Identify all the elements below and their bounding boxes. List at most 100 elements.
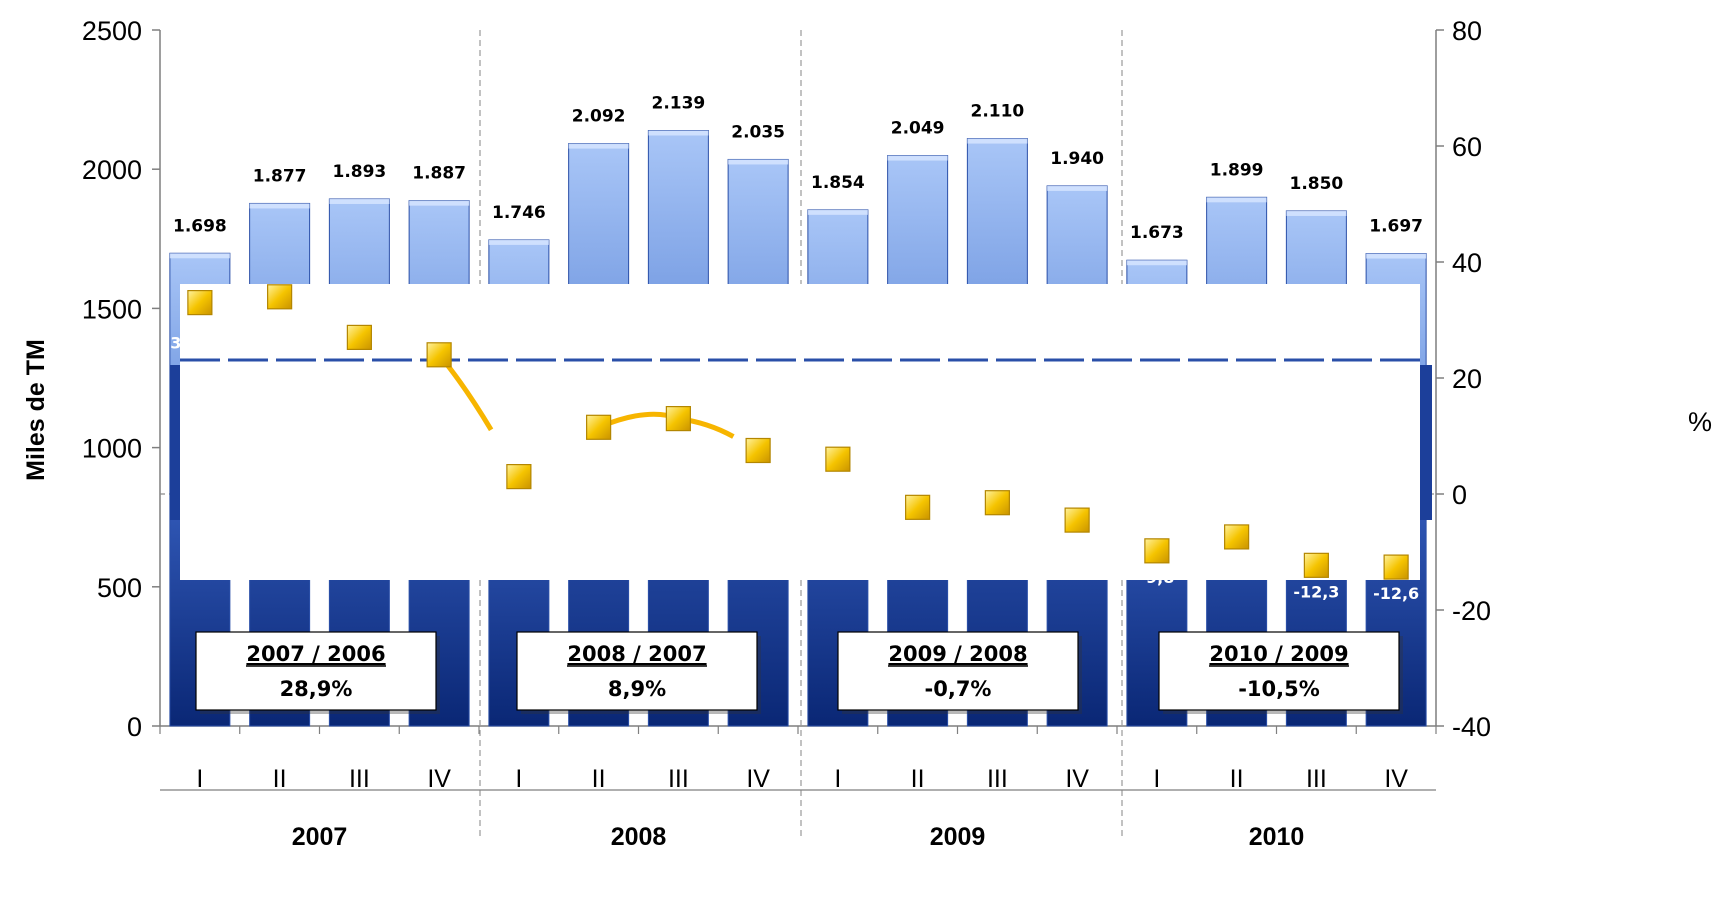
bar-highlight bbox=[249, 203, 310, 209]
percent-marker bbox=[905, 494, 931, 520]
percent-value-label: -12,3 bbox=[1293, 582, 1339, 601]
y2-tick-label: 80 bbox=[1452, 16, 1482, 46]
bar-value-label: 1.887 bbox=[412, 164, 466, 184]
y2-tick-label: -40 bbox=[1452, 712, 1491, 742]
category-label: III bbox=[1306, 765, 1327, 793]
summary-box-value: 8,9% bbox=[608, 677, 666, 701]
summary-box-value: 28,9% bbox=[280, 677, 353, 701]
overlay-band-rect bbox=[180, 284, 1420, 580]
bar-highlight bbox=[169, 253, 230, 259]
year-label: 2007 bbox=[292, 823, 348, 851]
summary-box-title: 2007 / 2006 bbox=[246, 642, 385, 666]
bar-highlight bbox=[967, 138, 1028, 144]
bar-highlight bbox=[568, 143, 629, 149]
category-label: I bbox=[515, 765, 522, 793]
bar-value-label: 1.673 bbox=[1130, 223, 1184, 243]
y-tick-label: 2000 bbox=[82, 155, 142, 185]
axes: 0 500 1000 1500 2000 2500 -40 -20 0 20 40 60 80 bbox=[82, 16, 1491, 840]
category-label: I bbox=[1153, 765, 1160, 793]
percent-marker bbox=[1303, 552, 1329, 578]
bar-value-label: 1.940 bbox=[1050, 149, 1104, 169]
y-tick-label: 1000 bbox=[82, 434, 142, 464]
y2-tick-label: 60 bbox=[1452, 132, 1482, 162]
category-label: III bbox=[668, 765, 689, 793]
bar-value-label: 2.035 bbox=[731, 122, 785, 142]
category-label: IV bbox=[746, 765, 770, 793]
percent-series: 3 -9,8 -12,3 -12,6 bbox=[170, 284, 1419, 603]
category-label: II bbox=[1230, 765, 1244, 793]
percent-marker bbox=[825, 446, 851, 472]
bar-highlight bbox=[1286, 210, 1347, 216]
bar-value-label: 2.110 bbox=[970, 102, 1024, 122]
bar-highlight bbox=[329, 198, 390, 204]
y-tick-label: 2500 bbox=[82, 16, 142, 46]
percent-value-label: -9,8 bbox=[1139, 568, 1174, 587]
y-axis-title: Miles de TM bbox=[22, 339, 50, 481]
bar-highlight bbox=[1126, 260, 1187, 266]
summary-box-title: 2010 / 2009 bbox=[1209, 642, 1348, 666]
category-label: I bbox=[196, 765, 203, 793]
summary-box bbox=[1158, 631, 1400, 711]
summary-box bbox=[516, 631, 758, 711]
percent-marker bbox=[506, 464, 532, 490]
summary-box-title: 2009 / 2008 bbox=[888, 642, 1027, 666]
overlay-edge-right bbox=[1420, 365, 1432, 520]
bar-highlight bbox=[1206, 197, 1267, 203]
percent-marker bbox=[984, 490, 1010, 516]
overlay-edge-left bbox=[170, 365, 180, 520]
percent-marker bbox=[1383, 554, 1409, 580]
category-label: II bbox=[911, 765, 925, 793]
bar-value-label: 2.092 bbox=[572, 107, 626, 127]
year-label: 2010 bbox=[1249, 823, 1305, 851]
summary-boxes: 2007 / 2006 28,9% 2008 / 2007 8,9% 2009 / 20… bbox=[195, 631, 1403, 714]
bar-value-label: 1.877 bbox=[253, 166, 307, 186]
year-label: 2009 bbox=[930, 823, 986, 851]
summary-box bbox=[837, 631, 1079, 711]
percent-marker bbox=[1224, 524, 1250, 550]
percent-marker bbox=[426, 342, 452, 368]
summary-box-value: -10,5% bbox=[1238, 677, 1320, 701]
summary-box bbox=[195, 631, 437, 711]
bar-value-label: 1.850 bbox=[1289, 174, 1343, 194]
percent-value-label: -12,6 bbox=[1373, 584, 1419, 603]
bar-value-label: 1.698 bbox=[173, 216, 227, 236]
bar-value-label: 1.899 bbox=[1210, 160, 1264, 180]
percent-value-label: 3 bbox=[170, 334, 181, 353]
overlay-band bbox=[170, 284, 1432, 580]
y-tick-label: 1500 bbox=[82, 294, 142, 324]
percent-marker bbox=[586, 414, 612, 440]
bar-value-label: 2.139 bbox=[651, 94, 705, 114]
bar-value-label: 1.893 bbox=[332, 162, 386, 182]
category-label: II bbox=[273, 765, 287, 793]
bar-highlight bbox=[1366, 253, 1427, 259]
category-label: I bbox=[834, 765, 841, 793]
bar-highlight bbox=[1047, 185, 1108, 191]
category-label: IV bbox=[1384, 765, 1408, 793]
category-label: III bbox=[987, 765, 1008, 793]
bar-highlight bbox=[728, 159, 789, 165]
percent-marker bbox=[1144, 538, 1170, 564]
bar-value-label: 1.697 bbox=[1369, 217, 1423, 237]
percent-marker bbox=[267, 284, 293, 310]
bar-highlight bbox=[807, 209, 868, 215]
percent-marker bbox=[346, 324, 372, 350]
percent-marker bbox=[665, 406, 691, 432]
bar-highlight bbox=[887, 155, 948, 161]
year-label: 2008 bbox=[611, 823, 667, 851]
y2-tick-label: 20 bbox=[1452, 364, 1482, 394]
category-label: III bbox=[349, 765, 370, 793]
bar-highlight bbox=[488, 239, 549, 245]
y2-tick-label: -20 bbox=[1452, 596, 1491, 626]
y2-tick-label: 40 bbox=[1452, 248, 1482, 278]
bar-highlight bbox=[409, 200, 470, 206]
percent-marker bbox=[187, 290, 213, 316]
y2-tick-label: 0 bbox=[1452, 480, 1467, 510]
bar-highlight bbox=[648, 130, 709, 136]
y-tick-label: 500 bbox=[97, 573, 142, 603]
summary-box-value: -0,7% bbox=[925, 677, 992, 701]
percent-marker bbox=[745, 437, 771, 464]
category-label: IV bbox=[427, 765, 451, 793]
y-tick-label: 0 bbox=[127, 712, 142, 742]
